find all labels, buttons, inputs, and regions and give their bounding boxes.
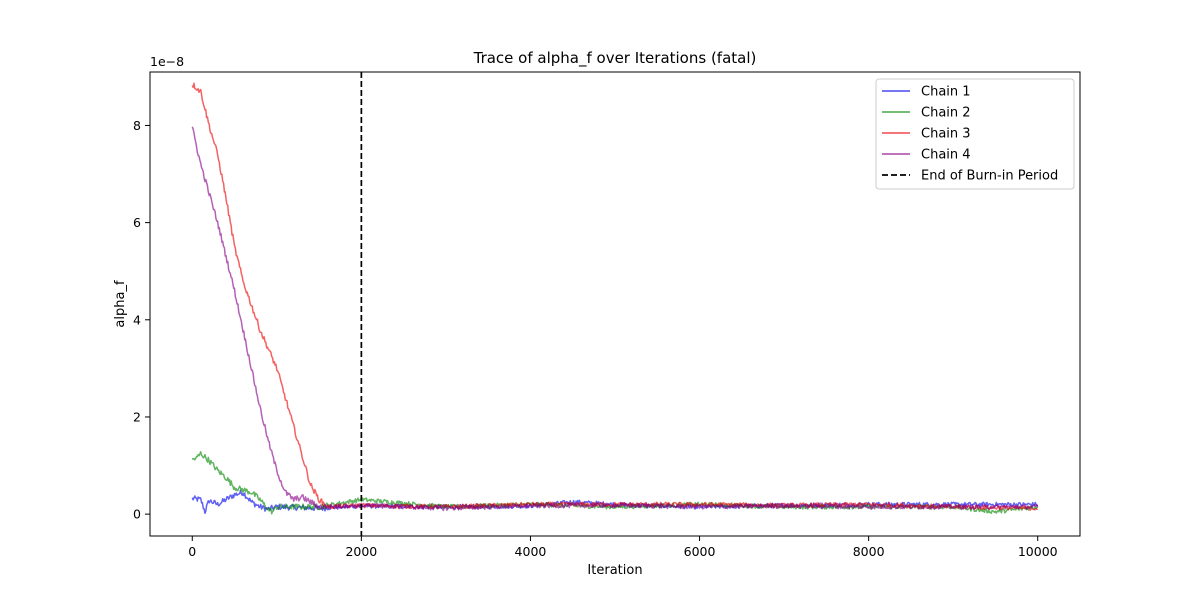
chart-title: Trace of alpha_f over Iterations (fatal) [473,49,757,68]
legend-label: Chain 2 [921,106,971,121]
plot-area [191,72,1039,536]
x-tick-label: 10000 [1018,544,1058,559]
x-axis-label: Iteration [587,563,642,578]
series-line-chain-4 [191,126,1039,512]
legend-label: Chain 4 [921,148,971,163]
legend-box [875,78,1075,190]
x-tick-label: 4000 [515,544,547,559]
y-tick-label: 8 [133,118,141,133]
y-tick-label: 2 [133,409,141,424]
y-axis-offset-label: 1e−8 [150,54,184,69]
axes-frame [149,71,1081,537]
y-axis-label: alpha_f [113,280,128,328]
x-tick-label: 0 [188,544,196,559]
legend: Chain 1 Chain 2 Chain 3 Chain 4 End of Burn-… [875,78,1075,190]
x-tick-label: 8000 [853,544,885,559]
legend-label: Chain 1 [921,85,971,100]
legend-label: Chain 3 [921,127,971,142]
y-tick-label: 4 [133,312,141,327]
y-axis-ticks: 0 2 4 6 8 [133,118,150,522]
x-tick-label: 6000 [684,544,716,559]
series-line-chain-3 [191,82,1038,512]
x-tick-label: 2000 [345,544,377,559]
y-tick-label: 6 [133,215,141,230]
y-tick-label: 0 [133,507,141,522]
x-axis-ticks: 0 2000 4000 6000 8000 10000 [188,536,1058,559]
legend-label: End of Burn-in Period [921,169,1058,184]
